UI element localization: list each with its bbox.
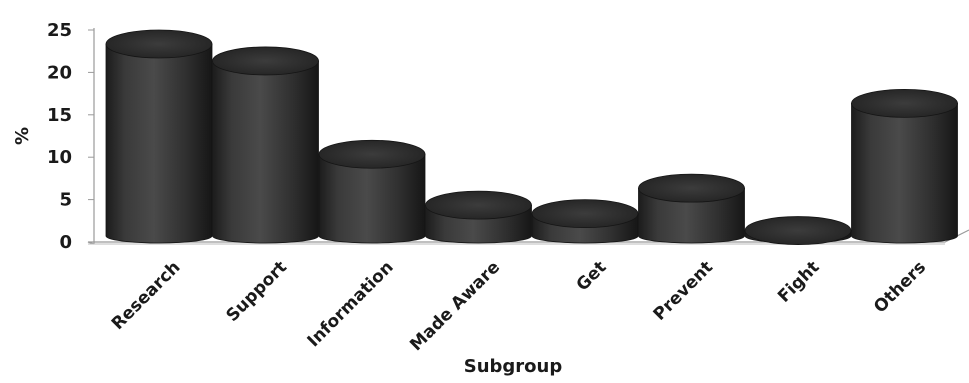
- x-tick-label: Research: [108, 257, 185, 334]
- y-tick-label: 20: [47, 62, 72, 83]
- bar-body: [851, 102, 958, 244]
- x-axis-label: Subgroup: [464, 356, 563, 377]
- x-tick-label: Support: [223, 257, 292, 326]
- bar: [212, 46, 319, 244]
- bar-top: [638, 173, 745, 203]
- bar-body: [105, 43, 213, 244]
- bar: [425, 190, 532, 244]
- bar-body: [638, 187, 745, 244]
- bar: [744, 216, 852, 245]
- bars: [105, 29, 958, 245]
- y-tick-label: 15: [47, 105, 72, 126]
- x-tick-labels: Research Support Information Made Aware Get P…: [108, 257, 930, 355]
- bar: [318, 139, 426, 244]
- bar: [851, 88, 958, 244]
- bar: [105, 29, 213, 244]
- y-tick-labels: 0 5 10 15 20 25: [47, 20, 94, 253]
- bar-top: [105, 29, 213, 59]
- bar-top: [851, 88, 958, 118]
- y-tick-label: 0: [59, 232, 72, 253]
- y-tick-label: 25: [47, 20, 72, 41]
- bar-body: [212, 60, 319, 244]
- y-tick-label: 5: [59, 190, 72, 211]
- bar-top: [531, 199, 639, 229]
- y-axis-label: %: [12, 127, 33, 145]
- x-tick-label: Fight: [774, 257, 823, 306]
- bar: [531, 199, 639, 244]
- bar-body: [318, 153, 426, 244]
- x-tick-label: Others: [870, 257, 930, 317]
- bar-top: [744, 216, 852, 245]
- bar: [638, 173, 745, 244]
- bar-top: [212, 46, 319, 76]
- x-tick-label: Information: [304, 257, 398, 351]
- x-tick-label: Made Aware: [406, 257, 504, 355]
- x-tick-label: Get: [573, 257, 611, 295]
- y-tick-label: 10: [47, 147, 72, 168]
- bar-top: [318, 139, 426, 169]
- x-tick-label: Prevent: [650, 257, 717, 324]
- bar-top: [425, 190, 532, 220]
